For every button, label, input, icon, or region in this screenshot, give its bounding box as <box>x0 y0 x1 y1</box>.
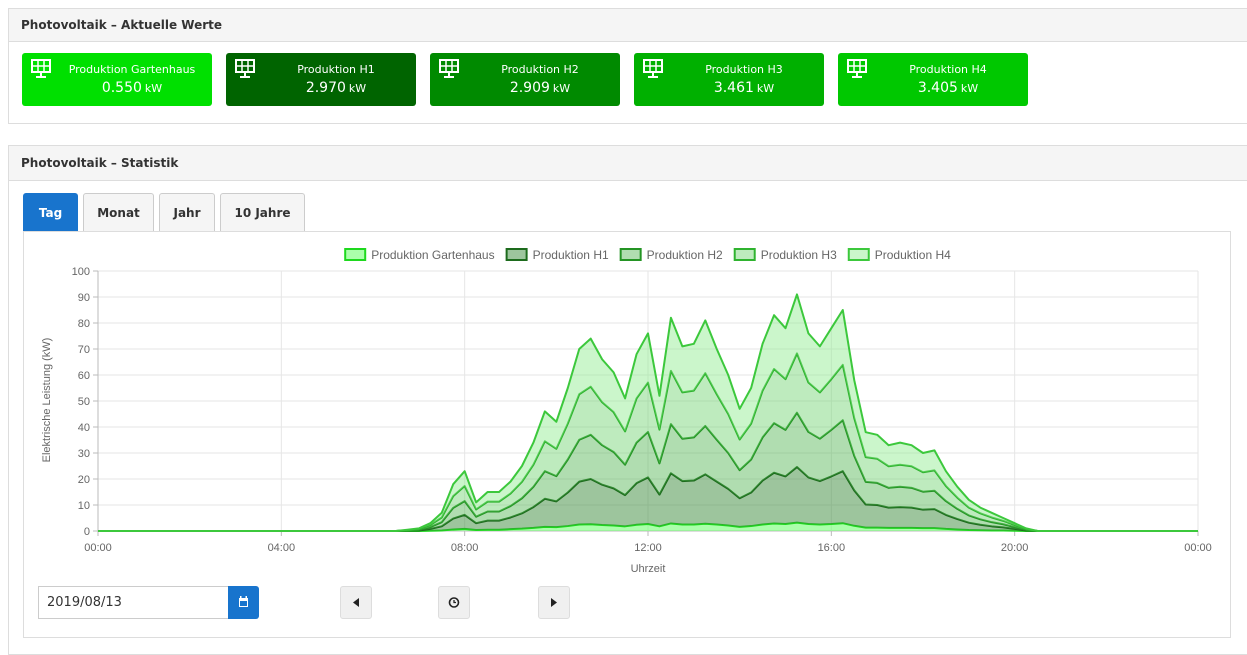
x-tick-label: 00:00 <box>1184 542 1212 554</box>
tile-value: 2.970 <box>305 80 346 96</box>
x-tick-label: 16:00 <box>818 542 846 554</box>
tile-value: 2.909 <box>509 80 550 96</box>
y-tick-label: 20 <box>78 474 90 486</box>
solar-icon <box>31 59 51 78</box>
calendar-icon <box>239 596 248 607</box>
tile-label: Produktion H2 <box>501 63 579 76</box>
legend-label: Produktion H4 <box>875 248 951 262</box>
tile: Produktion H4 3.405 kW <box>838 53 1028 106</box>
now-button[interactable] <box>438 586 470 619</box>
tile-label: Produktion H4 <box>909 63 987 76</box>
area-line <box>98 352 1198 532</box>
chart-box <box>23 231 1231 638</box>
solar-icon <box>643 59 663 78</box>
prev-button[interactable] <box>340 586 372 619</box>
y-tick-label: 60 <box>78 370 90 382</box>
legend-swatch <box>344 248 367 261</box>
y-tick-label: 10 <box>78 500 90 512</box>
legend-swatch <box>733 248 756 261</box>
x-axis-label: Uhrzeit <box>631 563 666 575</box>
legend-label: Produktion H3 <box>761 248 837 262</box>
tile-value: 0.550 <box>101 80 142 96</box>
panel-current: Photovoltaik – Aktuelle Werte <box>8 8 1247 124</box>
area-fill <box>98 353 1198 531</box>
x-tick-label: 00:00 <box>84 542 112 554</box>
area-line <box>98 411 1198 532</box>
legend-label: Produktion Gartenhaus <box>371 248 494 262</box>
legend-swatch <box>505 248 528 261</box>
panel-title: Photovoltaik – Statistik <box>9 146 1247 181</box>
tile-value-row: 0.550 kW <box>56 80 208 96</box>
tile: Produktion H2 2.909 kW <box>430 53 620 106</box>
date-input[interactable]: 2019/08/13 <box>38 586 228 619</box>
tile-value-row: 3.405 kW <box>872 80 1024 96</box>
tile-unit: kW <box>348 82 367 95</box>
y-tick-label: 90 <box>78 292 90 304</box>
solar-icon <box>235 59 255 78</box>
tile-unit: kW <box>960 82 979 95</box>
tile-value: 3.461 <box>713 80 754 96</box>
area-fill <box>98 294 1198 531</box>
y-tick-label: 70 <box>78 344 90 356</box>
x-tick-label: 04:00 <box>268 542 296 554</box>
tab[interactable]: Tag <box>23 193 78 231</box>
y-tick-label: 80 <box>78 318 90 330</box>
y-tick-label: 50 <box>78 396 90 408</box>
x-tick-label: 08:00 <box>451 542 479 554</box>
tile-unit: kW <box>552 82 571 95</box>
tile: Produktion H3 3.461 kW <box>634 53 824 106</box>
tile: Produktion Gartenhaus 0.550 kW <box>22 53 212 106</box>
area-line <box>98 466 1198 532</box>
tab[interactable]: Jahr <box>159 193 215 231</box>
legend-swatch <box>619 248 642 261</box>
solar-icon <box>847 59 867 78</box>
y-axis-label: Elektrische Leistung (kW) <box>41 338 53 463</box>
legend-swatch <box>847 248 870 261</box>
area-fill <box>98 412 1198 531</box>
solar-icon <box>439 59 459 78</box>
area-fill <box>98 467 1198 531</box>
calendar-button[interactable] <box>228 586 259 619</box>
tile-value-row: 3.461 kW <box>668 80 820 96</box>
tile-value-row: 2.970 kW <box>260 80 412 96</box>
panel-title: Photovoltaik – Aktuelle Werte <box>9 9 1247 42</box>
tab[interactable]: Monat <box>83 193 154 231</box>
tab[interactable]: 10 Jahre <box>220 193 305 231</box>
next-button[interactable] <box>538 586 570 619</box>
tile-value-row: 2.909 kW <box>464 80 616 96</box>
y-tick-label: 40 <box>78 422 90 434</box>
chart: Elektrische Leistung (kW) Uhrzeit 0 10 20 3… <box>41 248 1212 575</box>
x-tick-label: 12:00 <box>634 542 662 554</box>
tile-value: 3.405 <box>917 80 958 96</box>
y-tick-label: 0 <box>84 526 90 538</box>
x-tick-label: 20:00 <box>1001 542 1029 554</box>
tile-label: Produktion Gartenhaus <box>68 63 196 76</box>
legend-label: Produktion H1 <box>533 248 609 262</box>
legend-label: Produktion H2 <box>647 248 723 262</box>
tile-unit: kW <box>144 82 163 95</box>
tile-label: Produktion H1 <box>297 63 375 76</box>
tile-unit: kW <box>756 82 775 95</box>
tile-label: Produktion H3 <box>705 63 783 76</box>
area-line <box>98 293 1198 532</box>
y-tick-label: 100 <box>72 266 90 278</box>
tile: Produktion H1 2.970 kW <box>226 53 416 106</box>
y-tick-label: 30 <box>78 448 90 460</box>
